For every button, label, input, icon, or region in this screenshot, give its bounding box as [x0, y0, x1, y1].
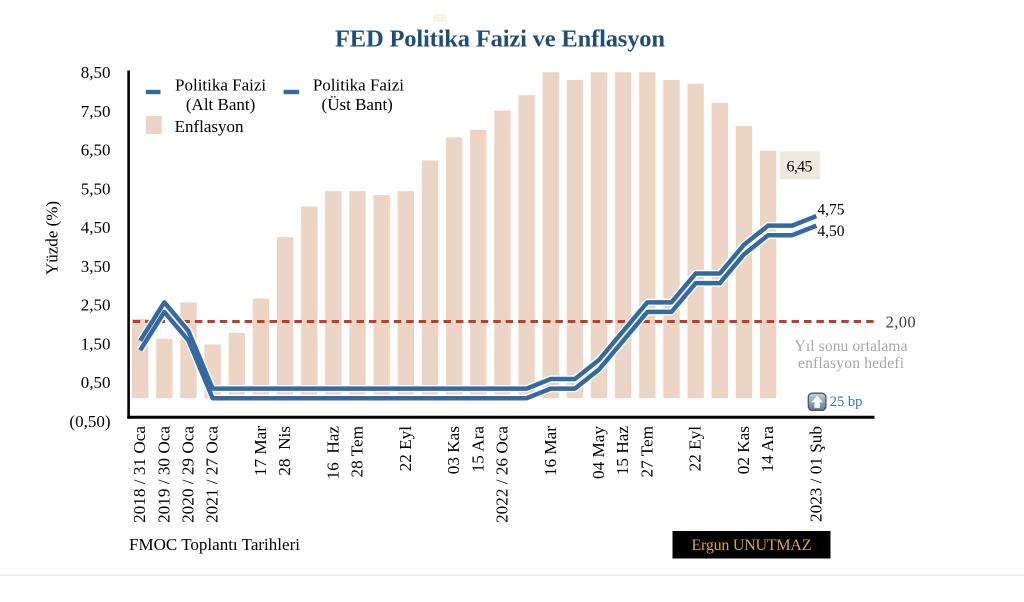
- svg-text:Enflasyon: Enflasyon: [175, 117, 244, 136]
- svg-text:Yüzde (%): Yüzde (%): [43, 201, 62, 275]
- svg-text:04 May: 04 May: [589, 426, 608, 479]
- svg-text:enflasyon hedefi: enflasyon hedefi: [798, 355, 905, 372]
- svg-text:4,75: 4,75: [817, 202, 844, 219]
- svg-text:3,50: 3,50: [81, 257, 111, 276]
- svg-text:(Alt Bant): (Alt Bant): [186, 95, 255, 114]
- svg-text:16 Mar: 16 Mar: [541, 426, 560, 476]
- svg-text:2023 / 01 Şub: 2023 / 01 Şub: [806, 426, 825, 522]
- svg-text:8,50: 8,50: [81, 63, 111, 82]
- svg-text:6,50: 6,50: [81, 141, 111, 160]
- svg-text:1,50: 1,50: [81, 334, 111, 353]
- svg-text:4,50: 4,50: [817, 223, 844, 240]
- svg-text:4,50: 4,50: [81, 218, 111, 237]
- svg-text:Politika Faizi: Politika Faizi: [313, 75, 404, 94]
- svg-text:28 Nis: 28 Nis: [275, 426, 294, 476]
- svg-text:Politika Faizi: Politika Faizi: [175, 75, 266, 94]
- svg-text:28 Tem: 28 Tem: [348, 425, 367, 477]
- svg-text:22 Eyl: 22 Eyl: [686, 426, 705, 472]
- svg-text:(Üst Bant): (Üst Bant): [322, 95, 393, 114]
- svg-text:7,50: 7,50: [81, 102, 111, 121]
- svg-text:16 Haz: 16 Haz: [323, 426, 342, 480]
- svg-text:2019 / 30 Oca: 2019 / 30 Oca: [154, 426, 173, 523]
- svg-text:22 Eyl: 22 Eyl: [396, 426, 415, 472]
- svg-text:0,50: 0,50: [81, 373, 111, 392]
- svg-text:FED Politika Faizi ve Enflasyo: FED Politika Faizi ve Enflasyon: [335, 26, 665, 53]
- svg-text:2,00: 2,00: [886, 313, 916, 332]
- svg-text:15 Haz: 15 Haz: [613, 426, 632, 476]
- svg-text:5,50: 5,50: [81, 179, 111, 198]
- svg-text:15 Ara: 15 Ara: [468, 426, 487, 473]
- svg-text:FMOC Toplantı Tarihleri: FMOC Toplantı Tarihleri: [129, 535, 300, 554]
- svg-text:2022 / 26 Oca: 2022 / 26 Oca: [492, 426, 511, 523]
- svg-text:03 Kas: 03 Kas: [444, 426, 463, 475]
- svg-text:2020 / 29 Oca: 2020 / 29 Oca: [179, 426, 198, 523]
- svg-text:27 Tem: 27 Tem: [637, 425, 656, 477]
- svg-text:2,50: 2,50: [81, 296, 111, 315]
- svg-text:6,45: 6,45: [787, 159, 813, 176]
- svg-text:2021 / 27 Oca: 2021 / 27 Oca: [203, 426, 222, 523]
- svg-text:14 Ara: 14 Ara: [758, 426, 777, 473]
- svg-text:02 Kas: 02 Kas: [734, 426, 753, 475]
- svg-text:17 Mar: 17 Mar: [251, 426, 270, 476]
- svg-text:2018 / 31 Oca: 2018 / 31 Oca: [130, 426, 149, 523]
- svg-text:Ergun UNUTMAZ: Ergun UNUTMAZ: [692, 537, 812, 554]
- svg-text:25 bp: 25 bp: [830, 394, 863, 410]
- svg-text:Yıl sonu ortalama: Yıl sonu ortalama: [795, 338, 908, 355]
- svg-text:(0,50): (0,50): [69, 412, 110, 431]
